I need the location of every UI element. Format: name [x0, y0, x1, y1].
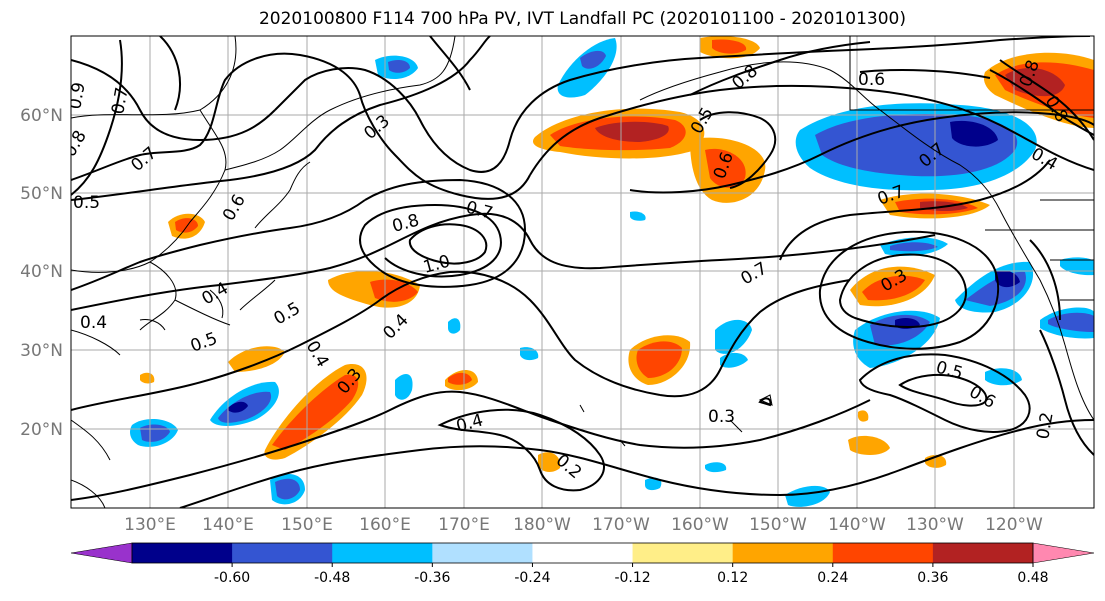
colorbar-tick-label: 0.36 — [917, 570, 948, 586]
colorbar-segment — [832, 543, 934, 563]
lon-label: 150°E — [281, 515, 333, 535]
contour-label: 0.6 — [858, 70, 885, 90]
contour-label: 0.5 — [73, 193, 100, 213]
lon-label: 150°W — [749, 515, 807, 535]
contour-label: 0.3 — [708, 407, 735, 427]
colorbar-segment — [532, 543, 634, 563]
colorbar-extension-low — [70, 542, 133, 564]
lon-label: 170°E — [438, 515, 490, 535]
colorbar: -0.60 -0.48 -0.36 -0.24 -0.12 0.12 0.24 0.36 0.4… — [70, 542, 1095, 586]
lon-label: 120°W — [985, 515, 1043, 535]
lon-label: 180°W — [513, 515, 571, 535]
colorbar-segment — [932, 543, 1034, 563]
contour-label: 0.4 — [80, 313, 107, 333]
lon-label: 140°E — [202, 515, 254, 535]
lat-label: 60°N — [20, 106, 63, 126]
colorbar-frame — [131, 542, 1034, 564]
latitude-labels: 60°N 50°N 40°N 30°N 20°N — [20, 106, 63, 440]
colorbar-segment — [632, 543, 734, 563]
lat-label: 30°N — [20, 341, 63, 361]
lon-label: 160°E — [359, 515, 411, 535]
colorbar-tick-label: -0.36 — [414, 570, 450, 586]
pv-contours — [71, 36, 1094, 508]
lon-label: 160°W — [671, 515, 729, 535]
colorbar-tick-label: -0.24 — [514, 570, 550, 586]
colorbar-segment — [732, 543, 834, 563]
colorbar-tick-label: -0.48 — [314, 570, 350, 586]
lat-label: 40°N — [20, 262, 63, 282]
map-frame — [70, 35, 1095, 509]
colorbar-segment — [132, 543, 233, 563]
contour-label: 0.9 — [65, 81, 89, 111]
colorbar-segment — [232, 543, 333, 563]
coastlines — [71, 36, 1094, 508]
lon-label: 170°W — [592, 515, 650, 535]
contour-label: 0.2 — [1033, 411, 1057, 441]
colorbar-extension-high — [1032, 542, 1095, 564]
lon-label: 130°E — [124, 515, 176, 535]
colorbar-segment — [432, 543, 533, 563]
map-title: 2020100800 F114 700 hPa PV, IVT Landfall… — [258, 9, 906, 29]
colorbar-tick-label: 0.24 — [817, 570, 848, 586]
lat-label: 50°N — [20, 184, 63, 204]
colorbar-tick-label: 0.12 — [717, 570, 748, 586]
lon-label: 130°W — [906, 515, 964, 535]
colorbar-tick-label: 0.48 — [1017, 570, 1048, 586]
contour-label: 0.7 — [108, 86, 132, 116]
lon-label: 140°W — [828, 515, 886, 535]
map-plot-area: 0.9 0.7 0.8 0.5 0.7 0.6 0.4 0.4 0.5 0.5 … — [65, 36, 1094, 508]
lat-label: 20°N — [20, 420, 63, 440]
longitude-labels: 130°E 140°E 150°E 160°E 170°E 180°W 170°… — [124, 515, 1043, 535]
colorbar-tick-label: -0.12 — [614, 570, 650, 586]
colorbar-segment — [332, 543, 433, 563]
colorbar-tick-label: -0.60 — [214, 570, 250, 586]
